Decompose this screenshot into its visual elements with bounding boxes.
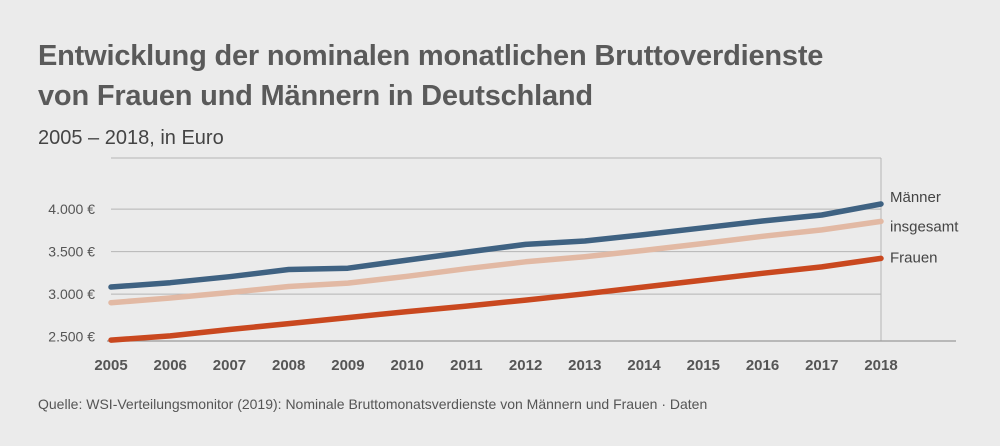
y-tick-label: 3.500 € [48, 244, 95, 260]
x-tick-label: 2016 [746, 357, 779, 374]
x-tick-label: 2009 [331, 357, 364, 374]
y-axis-ticks: 2.500 € 3.000 € 3.500 € 4.000 € [48, 201, 95, 345]
y-tick-label: 4.000 € [48, 201, 95, 217]
chart-title: Entwicklung der nominalen monatlichen Br… [38, 36, 823, 116]
series-label-männer: Männer [890, 189, 941, 206]
x-tick-label: 2011 [450, 357, 483, 374]
series-line-insgesamt [108, 218, 884, 306]
x-tick-label: 2017 [805, 357, 838, 374]
series-line-frauen [108, 255, 884, 343]
x-tick-label: 2013 [568, 357, 601, 374]
x-tick-label: 2018 [864, 357, 897, 374]
y-tick-label: 2.500 € [48, 329, 95, 345]
x-tick-label: 2012 [509, 357, 542, 374]
chart-title-line-1: Entwicklung der nominalen monatlichen Br… [38, 40, 824, 72]
chart-title-line-2: von Frauen und Männern in Deutschland [38, 80, 593, 112]
series-line-männer [108, 201, 884, 290]
x-tick-label: 2014 [627, 357, 661, 374]
x-tick-label: 2015 [687, 357, 720, 374]
grid-layer [107, 157, 956, 342]
x-axis-ticks: 2005 2006 2007 2008 2009 2010 2011 2012 2013 2014… [94, 357, 897, 374]
series-label-frauen: Frauen [890, 249, 938, 266]
x-tick-label: 2006 [154, 357, 187, 374]
x-tick-label: 2007 [213, 357, 246, 374]
chart-subtitle: 2005 – 2018, in Euro [38, 127, 224, 149]
y-tick-label: 3.000 € [48, 286, 95, 302]
series-labels: Männer insgesamt Frauen [890, 189, 959, 266]
series-label-insgesamt: insgesamt [890, 218, 959, 235]
x-tick-label: 2005 [94, 357, 127, 374]
x-tick-label: 2010 [390, 357, 423, 374]
series-layer [108, 201, 884, 343]
x-tick-label: 2008 [272, 357, 305, 374]
source-note: Quelle: WSI-Verteilungsmonitor (2019): N… [38, 396, 708, 412]
